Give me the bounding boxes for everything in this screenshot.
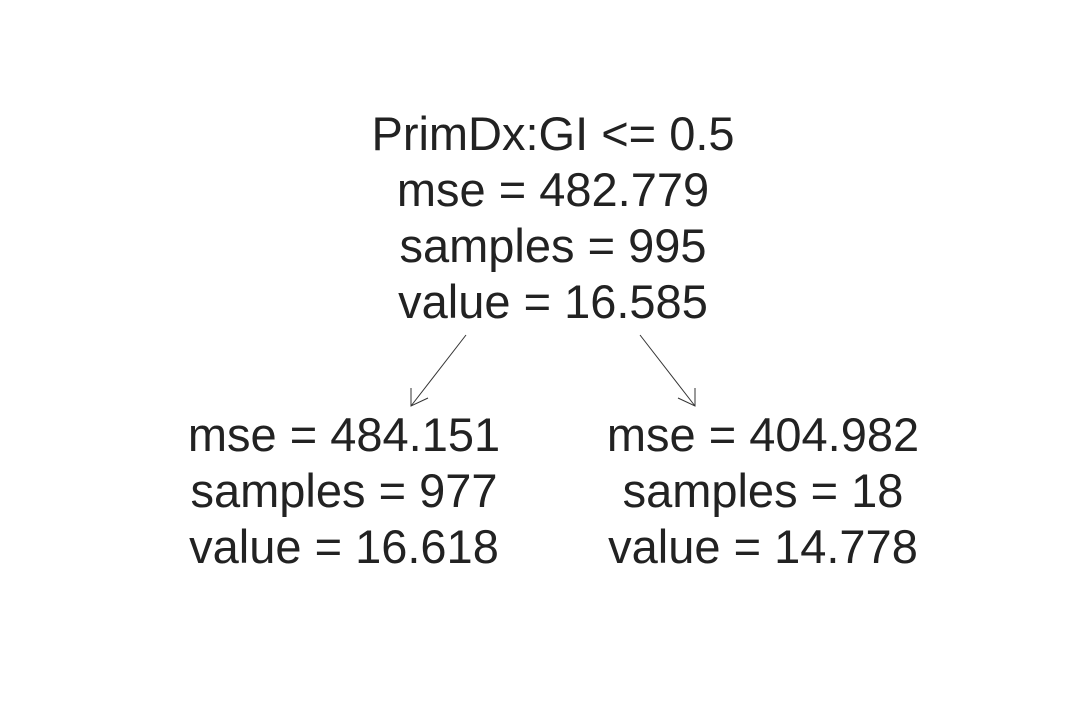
edge-root-to-right [639,334,696,407]
root-value: value = 16.585 [398,275,708,328]
right-leaf-samples: samples = 18 [622,464,904,517]
right-leaf-node: mse = 404.982 samples = 18 value = 14.77… [563,407,963,575]
left-leaf-mse: mse = 484.151 [187,408,501,461]
edge-root-to-left [410,334,467,407]
left-leaf-node: mse = 484.151 samples = 977 value = 16.6… [144,407,544,575]
left-leaf-value: value = 16.618 [189,520,499,573]
right-leaf-value: value = 14.778 [608,520,918,573]
right-leaf-mse: mse = 404.982 [606,408,920,461]
root-samples: samples = 995 [399,219,707,272]
root-node: PrimDx:GI <= 0.5 mse = 482.779 samples =… [353,106,753,330]
root-mse: mse = 482.779 [396,163,710,216]
root-split-rule: PrimDx:GI <= 0.5 [371,107,735,160]
left-leaf-samples: samples = 977 [190,464,498,517]
